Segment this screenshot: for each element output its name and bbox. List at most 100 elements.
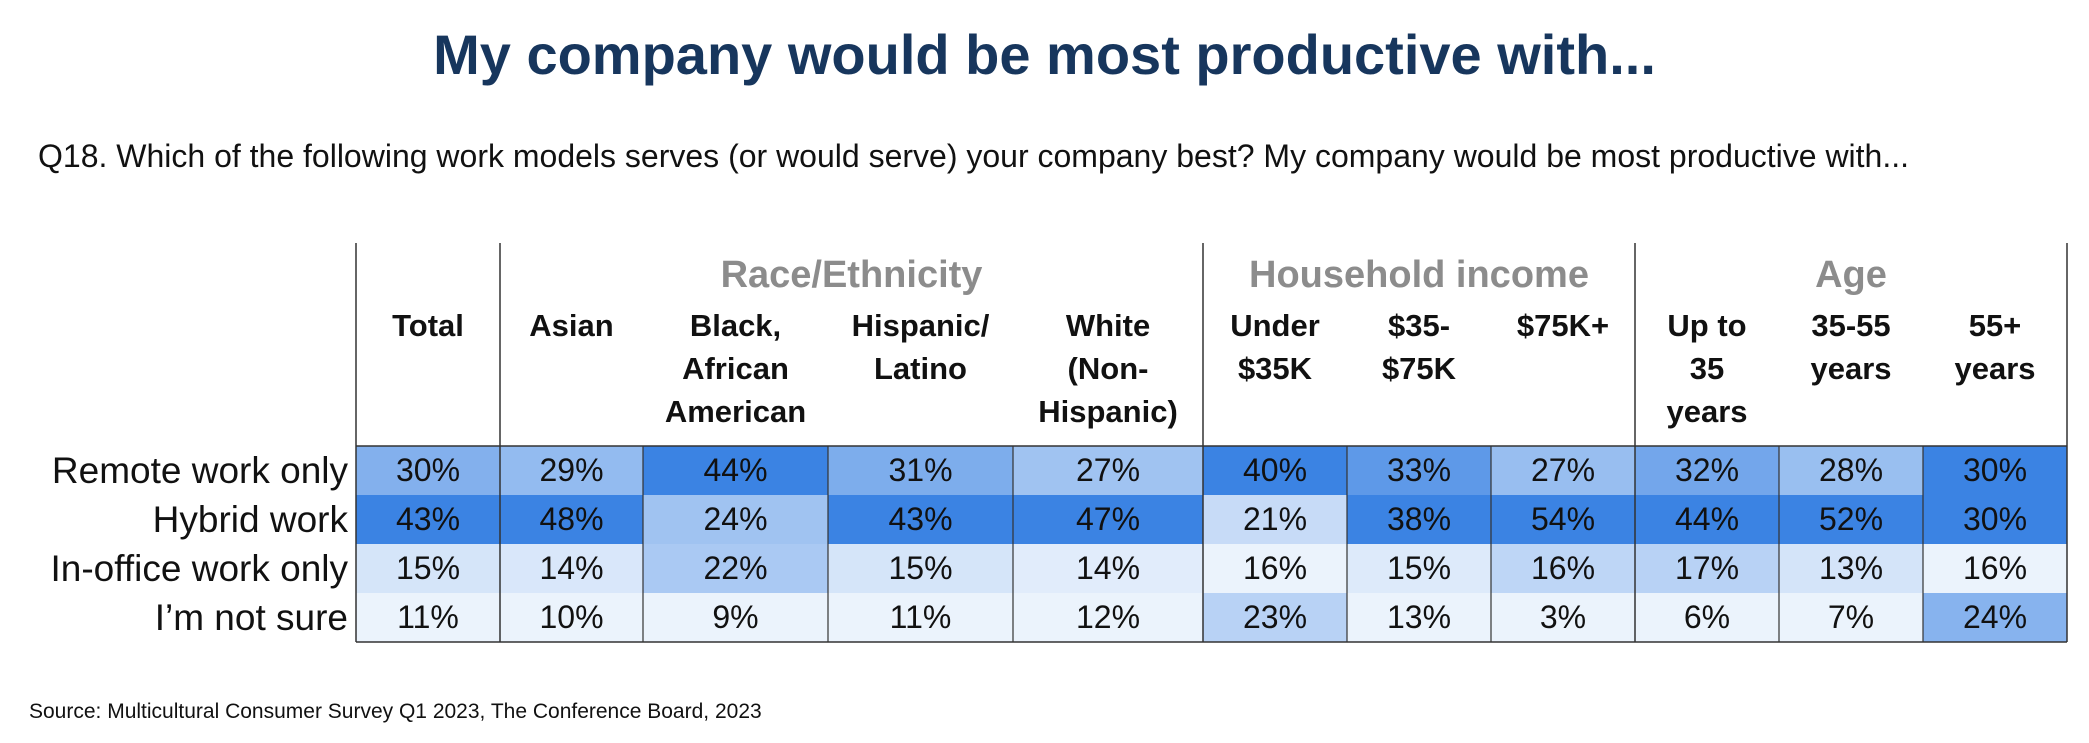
heat-cell xyxy=(1347,593,1491,642)
cell-value: 44% xyxy=(703,452,767,488)
cell-value: 17% xyxy=(1675,550,1739,586)
cell-value: 16% xyxy=(1531,550,1595,586)
cell-value: 24% xyxy=(1963,599,2027,635)
heat-cell xyxy=(356,593,500,642)
cell-value: 31% xyxy=(888,452,952,488)
cell-value: 11% xyxy=(890,599,952,635)
heat-cell xyxy=(1013,544,1203,593)
cell-value: 15% xyxy=(396,550,460,586)
heat-cell xyxy=(1013,593,1203,642)
cell-value: 13% xyxy=(1387,599,1451,635)
cell-value: 47% xyxy=(1076,501,1140,537)
heat-cell xyxy=(643,544,828,593)
heat-cell xyxy=(1635,446,1779,495)
cell-value: 30% xyxy=(396,452,460,488)
cell-value: 30% xyxy=(1963,452,2027,488)
cell-value: 32% xyxy=(1675,452,1739,488)
heat-cell xyxy=(356,495,500,544)
page-title: My company would be most productive with… xyxy=(433,23,1656,86)
heat-cell xyxy=(500,593,643,642)
heat-cell xyxy=(1347,495,1491,544)
group-header: Household income xyxy=(1249,254,1589,296)
cell-value: 16% xyxy=(1963,550,2027,586)
heat-cell xyxy=(1923,446,2067,495)
cell-value: 22% xyxy=(703,550,767,586)
cell-value: 21% xyxy=(1243,501,1307,537)
cell-value: 43% xyxy=(396,501,460,537)
cell-value: 24% xyxy=(703,501,767,537)
group-header: Race/Ethnicity xyxy=(721,254,983,296)
cell-value: 15% xyxy=(888,550,952,586)
question-text: Q18. Which of the following work models … xyxy=(38,138,1910,174)
cell-value: 9% xyxy=(712,599,758,635)
heat-cell xyxy=(1491,593,1635,642)
heat-cell xyxy=(356,446,500,495)
cell-value: 11% xyxy=(397,599,459,635)
row-label: I’m not sure xyxy=(155,597,348,638)
cell-value: 48% xyxy=(539,501,603,537)
heat-cell xyxy=(1779,446,1923,495)
heat-cell xyxy=(1635,495,1779,544)
column-header: 55+ years xyxy=(1954,308,2035,386)
heat-cell xyxy=(1491,544,1635,593)
heat-cell xyxy=(1923,593,2067,642)
column-header: Under $35K xyxy=(1230,308,1320,386)
heat-cell xyxy=(1635,593,1779,642)
heat-cell xyxy=(828,446,1013,495)
heat-cell xyxy=(1013,495,1203,544)
cell-value: 13% xyxy=(1819,550,1883,586)
heat-cell xyxy=(1779,593,1923,642)
heat-cell xyxy=(500,495,643,544)
column-header: $35-$75K xyxy=(1382,308,1457,386)
heat-cell xyxy=(828,593,1013,642)
heat-cell xyxy=(1347,446,1491,495)
cell-value: 38% xyxy=(1387,501,1451,537)
cell-value: 44% xyxy=(1675,501,1739,537)
cell-value: 52% xyxy=(1819,501,1883,537)
row-label: Remote work only xyxy=(52,450,349,491)
column-header: White (Non-Hispanic) xyxy=(1038,308,1178,429)
cell-value: 14% xyxy=(539,550,603,586)
heat-cell xyxy=(1923,544,2067,593)
heat-cell xyxy=(643,446,828,495)
cell-value: 28% xyxy=(1819,452,1883,488)
heat-cell xyxy=(1779,544,1923,593)
cell-value: 12% xyxy=(1076,599,1140,635)
cell-value: 54% xyxy=(1531,501,1595,537)
cell-value: 16% xyxy=(1243,550,1307,586)
heat-cell xyxy=(356,544,500,593)
heat-cell xyxy=(1779,495,1923,544)
heat-cell xyxy=(1491,446,1635,495)
heat-cell xyxy=(500,544,643,593)
cell-value: 29% xyxy=(539,452,603,488)
cell-value: 7% xyxy=(1828,599,1874,635)
cell-value: 10% xyxy=(539,599,603,635)
column-header: Hispanic/Latino xyxy=(852,308,990,386)
column-header: Black, African American xyxy=(665,308,806,429)
column-header: 35-55 years xyxy=(1810,308,1891,386)
heat-cell xyxy=(828,495,1013,544)
row-label: In-office work only xyxy=(51,548,349,589)
heat-cell xyxy=(643,593,828,642)
cell-value: 40% xyxy=(1243,452,1307,488)
cell-value: 27% xyxy=(1076,452,1140,488)
heat-cell xyxy=(1013,446,1203,495)
group-header: Age xyxy=(1815,254,1887,296)
heat-cell xyxy=(1491,495,1635,544)
cell-value: 30% xyxy=(1963,501,2027,537)
column-header: Up to 35 years xyxy=(1666,308,1747,429)
column-header: Total xyxy=(392,308,464,343)
cell-value: 14% xyxy=(1076,550,1140,586)
column-header: $75K+ xyxy=(1517,308,1609,343)
heat-cell xyxy=(1347,544,1491,593)
cell-value: 15% xyxy=(1387,550,1451,586)
heat-cell xyxy=(828,544,1013,593)
heat-cell xyxy=(1203,593,1347,642)
cell-value: 6% xyxy=(1684,599,1730,635)
heat-cell xyxy=(1203,495,1347,544)
heat-cell xyxy=(1203,544,1347,593)
cell-value: 3% xyxy=(1540,599,1586,635)
cell-value: 43% xyxy=(888,501,952,537)
column-header: Asian xyxy=(529,308,613,343)
